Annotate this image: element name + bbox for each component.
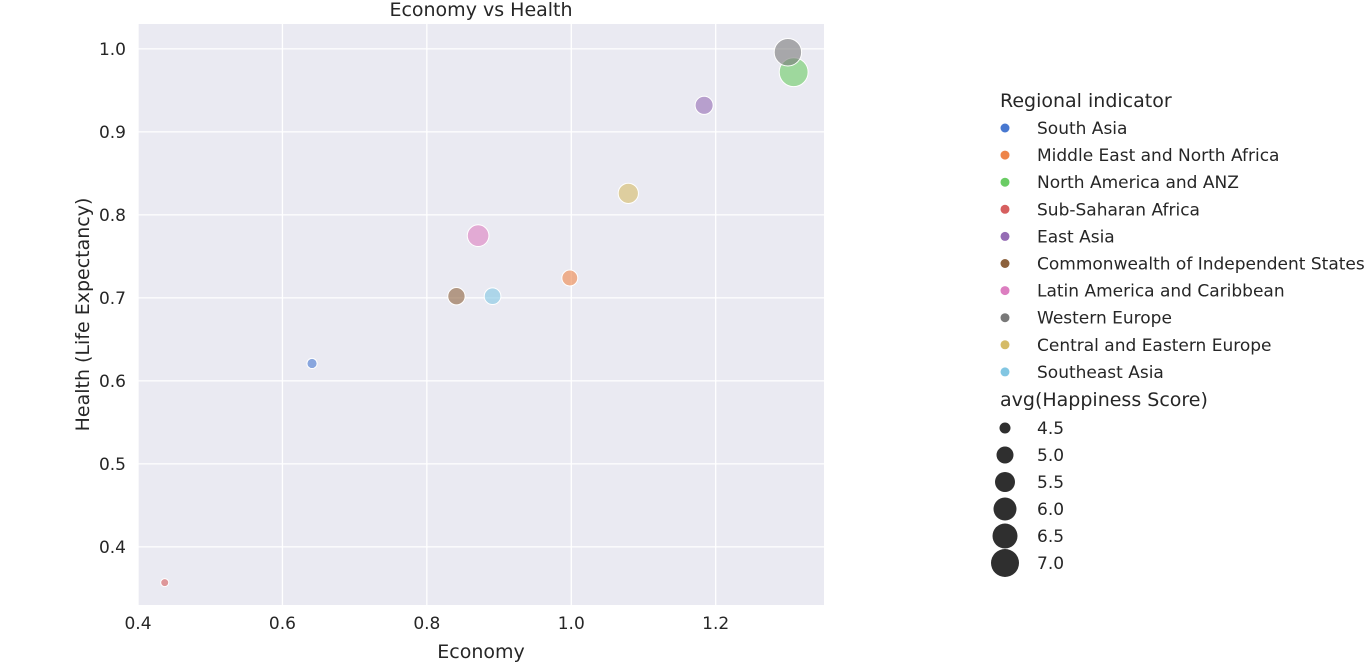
legend-size-marker <box>996 446 1014 464</box>
legend-marker <box>1000 367 1010 377</box>
data-point <box>694 95 714 115</box>
legend-title-size: avg(Happiness Score) <box>1000 389 1208 411</box>
y-tick-label: 0.8 <box>99 206 126 226</box>
legend-label: Commonwealth of Independent States <box>1037 255 1365 275</box>
x-tick-label: 1.0 <box>558 614 585 634</box>
legend-size-marker <box>993 497 1017 521</box>
y-tick-labels: 0.4 0.5 0.6 0.7 0.8 0.9 1.0 <box>99 40 126 558</box>
grid <box>137 24 824 605</box>
legend-marker <box>1000 313 1010 323</box>
x-tick-labels: 0.4 0.6 0.8 1.0 1.2 <box>124 614 729 634</box>
data-points <box>160 38 809 588</box>
legend-title-region: Regional indicator <box>1000 90 1172 112</box>
legend-size-label: 5.0 <box>1037 446 1064 466</box>
y-tick-label: 0.5 <box>99 455 126 475</box>
data-point <box>483 287 502 306</box>
legend-size-marker <box>991 549 1019 577</box>
data-point <box>160 578 170 588</box>
data-point <box>773 38 803 67</box>
y-axis-label: Health (Life Expectancy) <box>72 198 94 432</box>
legend-marker <box>1000 340 1010 350</box>
legend-series-entries: South Asia Middle East and North Africa No… <box>1000 119 1365 383</box>
legend-size-label: 4.5 <box>1037 419 1064 439</box>
legend-size-entries: 4.5 5.0 5.5 6.0 6.5 7.0 <box>991 419 1064 577</box>
legend-size-marker <box>999 422 1011 434</box>
data-point <box>306 357 318 370</box>
x-tick-label: 0.6 <box>269 614 296 634</box>
x-tick-label: 0.8 <box>413 614 440 634</box>
legend-size-label: 7.0 <box>1037 554 1064 574</box>
legend-marker <box>1000 231 1010 241</box>
legend-size-marker <box>995 472 1015 492</box>
y-tick-label: 0.4 <box>99 538 126 558</box>
legend-label: Southeast Asia <box>1037 363 1164 383</box>
y-tick-label: 0.9 <box>99 123 126 143</box>
legend-label: South Asia <box>1037 119 1127 139</box>
legend: Regional indicator South Asia Middle East… <box>991 90 1365 577</box>
legend-marker <box>1000 150 1010 160</box>
legend-label: Western Europe <box>1037 309 1172 329</box>
legend-label: Latin America and Caribbean <box>1037 282 1285 302</box>
legend-size-label: 6.0 <box>1037 500 1064 520</box>
data-point <box>466 224 490 247</box>
legend-size-marker <box>992 523 1018 549</box>
x-tick-label: 1.2 <box>702 614 729 634</box>
data-point <box>447 287 466 306</box>
legend-label: North America and ANZ <box>1037 173 1239 193</box>
legend-label: Sub-Saharan Africa <box>1037 200 1200 220</box>
legend-size-label: 6.5 <box>1037 527 1064 547</box>
y-tick-label: 0.7 <box>99 289 126 309</box>
data-point <box>561 269 579 287</box>
legend-marker <box>1000 177 1010 187</box>
data-point <box>617 182 639 204</box>
legend-marker <box>1000 286 1010 296</box>
legend-label: Central and Eastern Europe <box>1037 336 1271 356</box>
legend-marker <box>1000 204 1010 214</box>
legend-label: Middle East and North Africa <box>1037 146 1279 166</box>
chart-title: Economy vs Health <box>389 0 572 21</box>
y-tick-label: 1.0 <box>99 40 126 60</box>
x-axis-label: Economy <box>437 641 525 663</box>
legend-label: East Asia <box>1037 227 1115 247</box>
x-tick-label: 0.4 <box>124 614 151 634</box>
y-tick-label: 0.6 <box>99 372 126 392</box>
legend-marker <box>1000 259 1010 268</box>
legend-size-label: 5.5 <box>1037 473 1064 493</box>
plot-background <box>138 24 824 605</box>
legend-marker <box>1000 123 1010 133</box>
